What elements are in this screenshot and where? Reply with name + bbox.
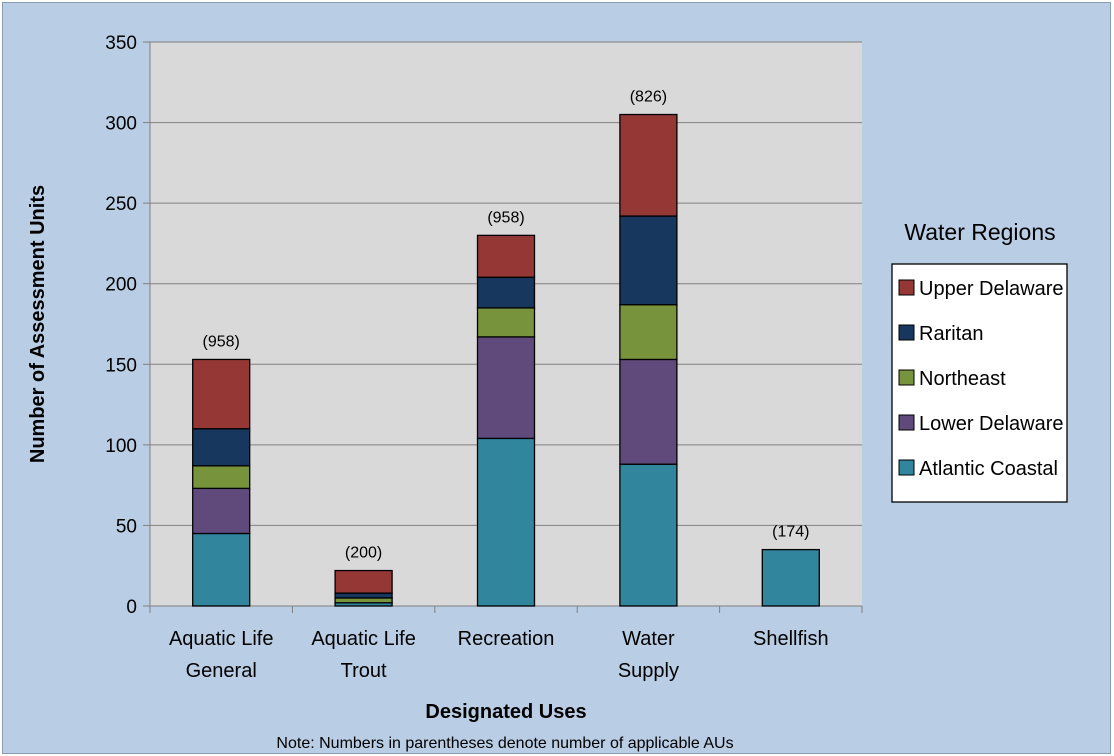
bar-segment [476, 437, 536, 607]
bar-segment [192, 465, 251, 490]
x-tick-label: Aquatic Life [311, 628, 416, 650]
bar-segment [334, 592, 393, 599]
bar-segment [334, 569, 393, 594]
legend-swatch [898, 459, 915, 476]
legend-swatch [898, 324, 915, 341]
legend-label: Atlantic Coastal [919, 458, 1058, 480]
y-tick-label: 350 [105, 33, 137, 54]
legend-label: Raritan [919, 323, 983, 345]
bar-segment [761, 548, 820, 607]
y-tick-label: 250 [105, 194, 137, 215]
x-tick-label: Recreation [458, 628, 555, 650]
bar-segment [476, 307, 536, 338]
bar-label: (958) [487, 209, 524, 226]
bar-segment [334, 597, 393, 604]
y-tick-label: 0 [126, 597, 137, 618]
bar-segment [619, 358, 678, 465]
legend-title: Water Regions [904, 219, 1055, 245]
bar-label: (826) [630, 89, 667, 106]
bar-label: (958) [203, 333, 240, 350]
legend-swatch [898, 414, 915, 431]
y-tick-label: 50 [116, 516, 137, 537]
bar-segment [192, 428, 251, 467]
legend-box [891, 263, 1068, 503]
y-tick-label: 200 [105, 275, 137, 296]
bar-segment [476, 276, 536, 309]
bar-segment [619, 463, 678, 607]
y-tick-label: 100 [105, 436, 137, 457]
legend-swatch [898, 369, 915, 386]
bar-segment [619, 304, 678, 361]
bar-label: (200) [345, 545, 382, 562]
legend-label: Upper Delaware [919, 278, 1064, 300]
chart-note: Note: Numbers in parentheses denote numb… [276, 735, 733, 752]
bar-segment [619, 113, 678, 217]
bar-segment [619, 215, 678, 306]
x-tick-label: Aquatic Life [169, 628, 274, 650]
x-tick-label: Trout [341, 660, 387, 682]
x-tick-label: Supply [618, 660, 679, 682]
bar-segment [192, 532, 251, 607]
y-tick-label: 300 [105, 114, 137, 135]
y-axis-title: Number of Assessment Units [27, 185, 49, 463]
x-tick-label: Water [622, 628, 675, 650]
legend-label: Lower Delaware [919, 413, 1064, 435]
legend-label: Northeast [919, 368, 1006, 390]
x-axis-title: Designated Uses [425, 701, 586, 723]
x-tick-label: General [186, 660, 257, 682]
bar-label: (174) [772, 524, 809, 541]
y-tick-label: 150 [105, 355, 137, 376]
x-tick-label: Shellfish [753, 628, 829, 650]
bar-segment [192, 358, 251, 430]
bar-segment [476, 336, 536, 440]
bar-segment [476, 234, 536, 278]
bar-segment [192, 487, 251, 535]
legend-swatch [898, 279, 915, 296]
